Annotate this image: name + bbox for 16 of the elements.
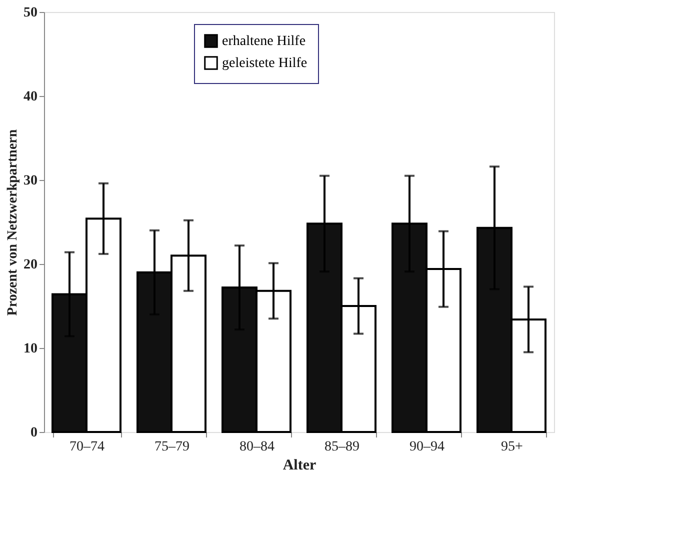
x-axis-title: Alter bbox=[282, 458, 316, 474]
x-tick-label: 95+ bbox=[501, 440, 524, 454]
y-tick-label: 10 bbox=[24, 342, 38, 356]
y-tick-label: 30 bbox=[24, 174, 38, 188]
x-tick-label: 85–89 bbox=[324, 440, 360, 454]
y-tick-label: 0 bbox=[30, 426, 38, 440]
x-tick-label: 70–74 bbox=[70, 440, 104, 454]
y-axis-title: Prozent von Netzwerkpartnern bbox=[6, 129, 20, 316]
y-tick-label: 50 bbox=[24, 6, 38, 20]
x-tick-label: 75–79 bbox=[154, 440, 190, 454]
legend-label: geleistete Hilfe bbox=[222, 56, 308, 71]
x-tick-label: 80–84 bbox=[240, 440, 274, 454]
y-tick-label: 40 bbox=[24, 90, 38, 104]
legend-label: erhaltene Hilfe bbox=[222, 34, 306, 49]
y-tick-label: 20 bbox=[24, 258, 38, 272]
x-tick-label: 90–94 bbox=[410, 440, 444, 454]
